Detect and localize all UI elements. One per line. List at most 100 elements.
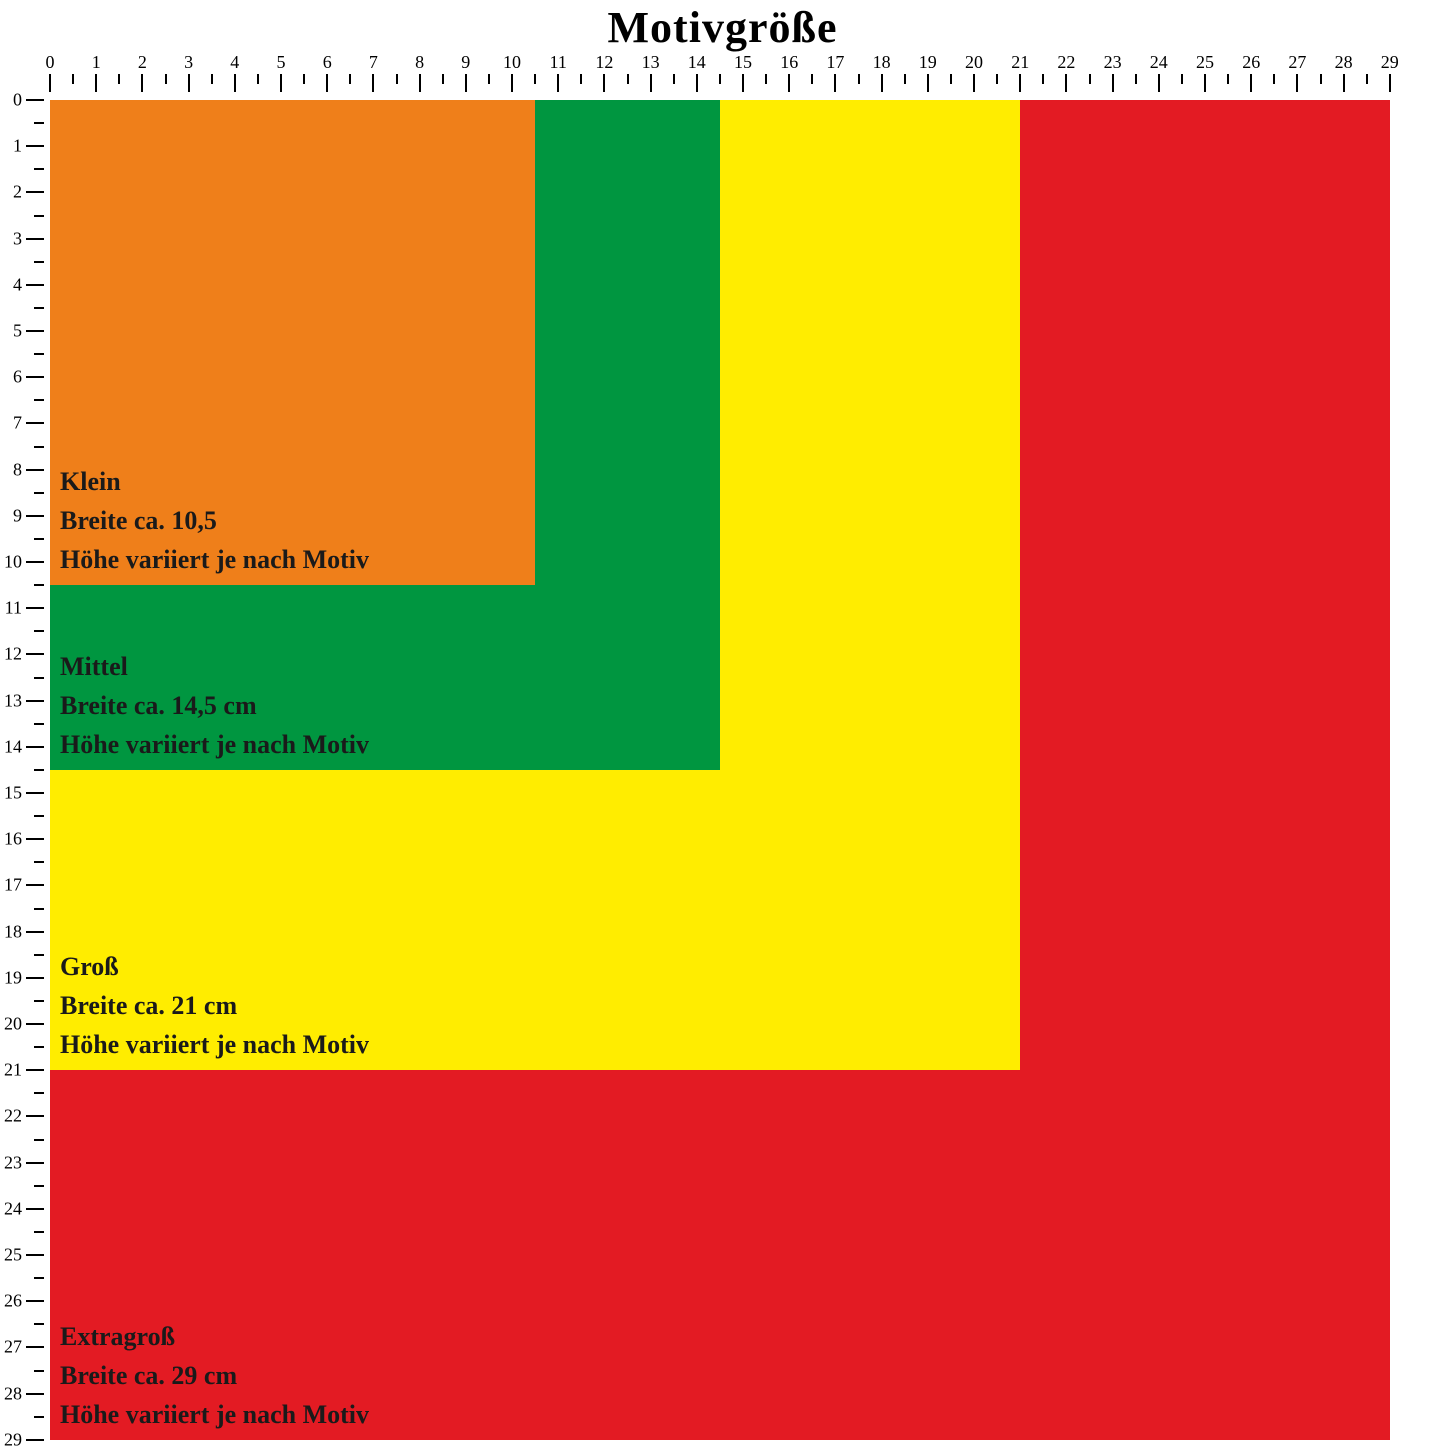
ruler-top-label: 25 [1196, 52, 1214, 73]
ruler-left-label: 4 [13, 274, 22, 295]
ruler-top-tick-minor [1135, 74, 1137, 84]
ruler-left-tick-minor [34, 769, 44, 771]
ruler-top-label: 18 [873, 52, 891, 73]
ruler-left-label: 2 [13, 182, 22, 203]
ruler-top-tick-major [1204, 74, 1206, 92]
ruler-left-tick-minor [34, 353, 44, 355]
ruler-left-tick-minor [34, 1323, 44, 1325]
ruler-left-tick-major [26, 884, 44, 886]
ruler-left-tick-minor [34, 954, 44, 956]
size-box-klein: KleinBreite ca. 10,5Höhe variiert je nac… [50, 100, 535, 585]
ruler-left-label: 16 [4, 829, 22, 850]
ruler-top-tick-minor [580, 74, 582, 84]
size-label-width: Breite ca. 10,5 [60, 501, 369, 540]
ruler-left-tick-major [26, 145, 44, 147]
ruler-left-tick-major [26, 1208, 44, 1210]
ruler-top-tick-major [465, 74, 467, 92]
ruler-top-label: 2 [138, 52, 147, 73]
ruler-top-label: 21 [1011, 52, 1029, 73]
ruler-left-label: 29 [4, 1429, 22, 1450]
size-label-gross: GroßBreite ca. 21 cmHöhe variiert je nac… [60, 947, 369, 1064]
ruler-top-tick-minor [534, 74, 536, 84]
ruler-top-tick-minor [257, 74, 259, 84]
ruler-top-label: 16 [780, 52, 798, 73]
ruler-top-label: 10 [503, 52, 521, 73]
ruler-top-label: 4 [230, 52, 239, 73]
size-label-width: Breite ca. 21 cm [60, 986, 369, 1025]
ruler-top-tick-major [49, 74, 51, 92]
ruler-left-tick-major [26, 376, 44, 378]
ruler-top-tick-major [788, 74, 790, 92]
size-label-name: Klein [60, 462, 369, 501]
size-label-height: Höhe variiert je nach Motiv [60, 1395, 369, 1434]
ruler-top-label: 1 [92, 52, 101, 73]
ruler-left-tick-minor [34, 1046, 44, 1048]
ruler-left-tick-major [26, 1439, 44, 1441]
ruler-left-tick-minor [34, 399, 44, 401]
ruler-top-tick-minor [396, 74, 398, 84]
ruler-top-tick-major [834, 74, 836, 92]
ruler-top-label: 27 [1288, 52, 1306, 73]
ruler-left-label: 26 [4, 1291, 22, 1312]
size-label-height: Höhe variiert je nach Motiv [60, 1025, 369, 1064]
ruler-left-tick-minor [34, 122, 44, 124]
ruler-left-tick-minor [34, 584, 44, 586]
ruler-top-tick-minor [1227, 74, 1229, 84]
ruler-top-tick-minor [719, 74, 721, 84]
size-label-name: Extragroß [60, 1317, 369, 1356]
ruler-left-label: 25 [4, 1245, 22, 1266]
ruler-left-tick-minor [34, 1416, 44, 1418]
size-label-height: Höhe variiert je nach Motiv [60, 725, 369, 764]
ruler-top-label: 23 [1104, 52, 1122, 73]
ruler-top-tick-major [1158, 74, 1160, 92]
ruler-top-label: 5 [277, 52, 286, 73]
ruler-left-label: 6 [13, 367, 22, 388]
ruler-top-tick-major [696, 74, 698, 92]
ruler-top-tick-major [742, 74, 744, 92]
ruler-left-tick-major [26, 1162, 44, 1164]
ruler-left-tick-major [26, 1300, 44, 1302]
ruler-top-tick-major [1389, 74, 1391, 92]
size-label-klein: KleinBreite ca. 10,5Höhe variiert je nac… [60, 462, 369, 579]
ruler-left-tick-minor [34, 1277, 44, 1279]
ruler-left-label: 22 [4, 1106, 22, 1127]
ruler-top-tick-minor [1181, 74, 1183, 84]
ruler-top-label: 29 [1381, 52, 1399, 73]
ruler-left-tick-major [26, 561, 44, 563]
ruler-left-tick-major [26, 469, 44, 471]
ruler-left-label: 9 [13, 505, 22, 526]
ruler-top-tick-minor [1273, 74, 1275, 84]
ruler-left-tick-major [26, 1254, 44, 1256]
ruler-left-label: 12 [4, 644, 22, 665]
ruler-top-tick-major [1343, 74, 1345, 92]
ruler-top-label: 7 [369, 52, 378, 73]
ruler-top-label: 11 [550, 52, 567, 73]
ruler-left-tick-major [26, 284, 44, 286]
ruler-left-label: 13 [4, 690, 22, 711]
ruler-left-label: 21 [4, 1060, 22, 1081]
ruler-left-label: 14 [4, 736, 22, 757]
ruler-top-tick-minor [118, 74, 120, 84]
ruler-left-tick-minor [34, 1231, 44, 1233]
ruler-left-tick-minor [34, 261, 44, 263]
ruler-top-tick-major [234, 74, 236, 92]
ruler-top-tick-minor [1089, 74, 1091, 84]
ruler-left-tick-major [26, 1069, 44, 1071]
ruler-top-tick-minor [996, 74, 998, 84]
ruler-top-tick-minor [673, 74, 675, 84]
ruler-top-label: 8 [415, 52, 424, 73]
ruler-left-tick-major [26, 1023, 44, 1025]
ruler-top-tick-minor [904, 74, 906, 84]
ruler-left-tick-major [26, 607, 44, 609]
ruler-top-label: 12 [595, 52, 613, 73]
ruler-top-label: 14 [688, 52, 706, 73]
ruler-left-tick-major [26, 422, 44, 424]
ruler-top-label: 17 [826, 52, 844, 73]
ruler-left-tick-minor [34, 492, 44, 494]
ruler-left-tick-major [26, 653, 44, 655]
ruler-top-tick-major [973, 74, 975, 92]
ruler-left-tick-major [26, 1115, 44, 1117]
size-label-mittel: MittelBreite ca. 14,5 cmHöhe variiert je… [60, 647, 369, 764]
ruler-top-label: 26 [1242, 52, 1260, 73]
size-label-extragross: ExtragroßBreite ca. 29 cmHöhe variiert j… [60, 1317, 369, 1434]
